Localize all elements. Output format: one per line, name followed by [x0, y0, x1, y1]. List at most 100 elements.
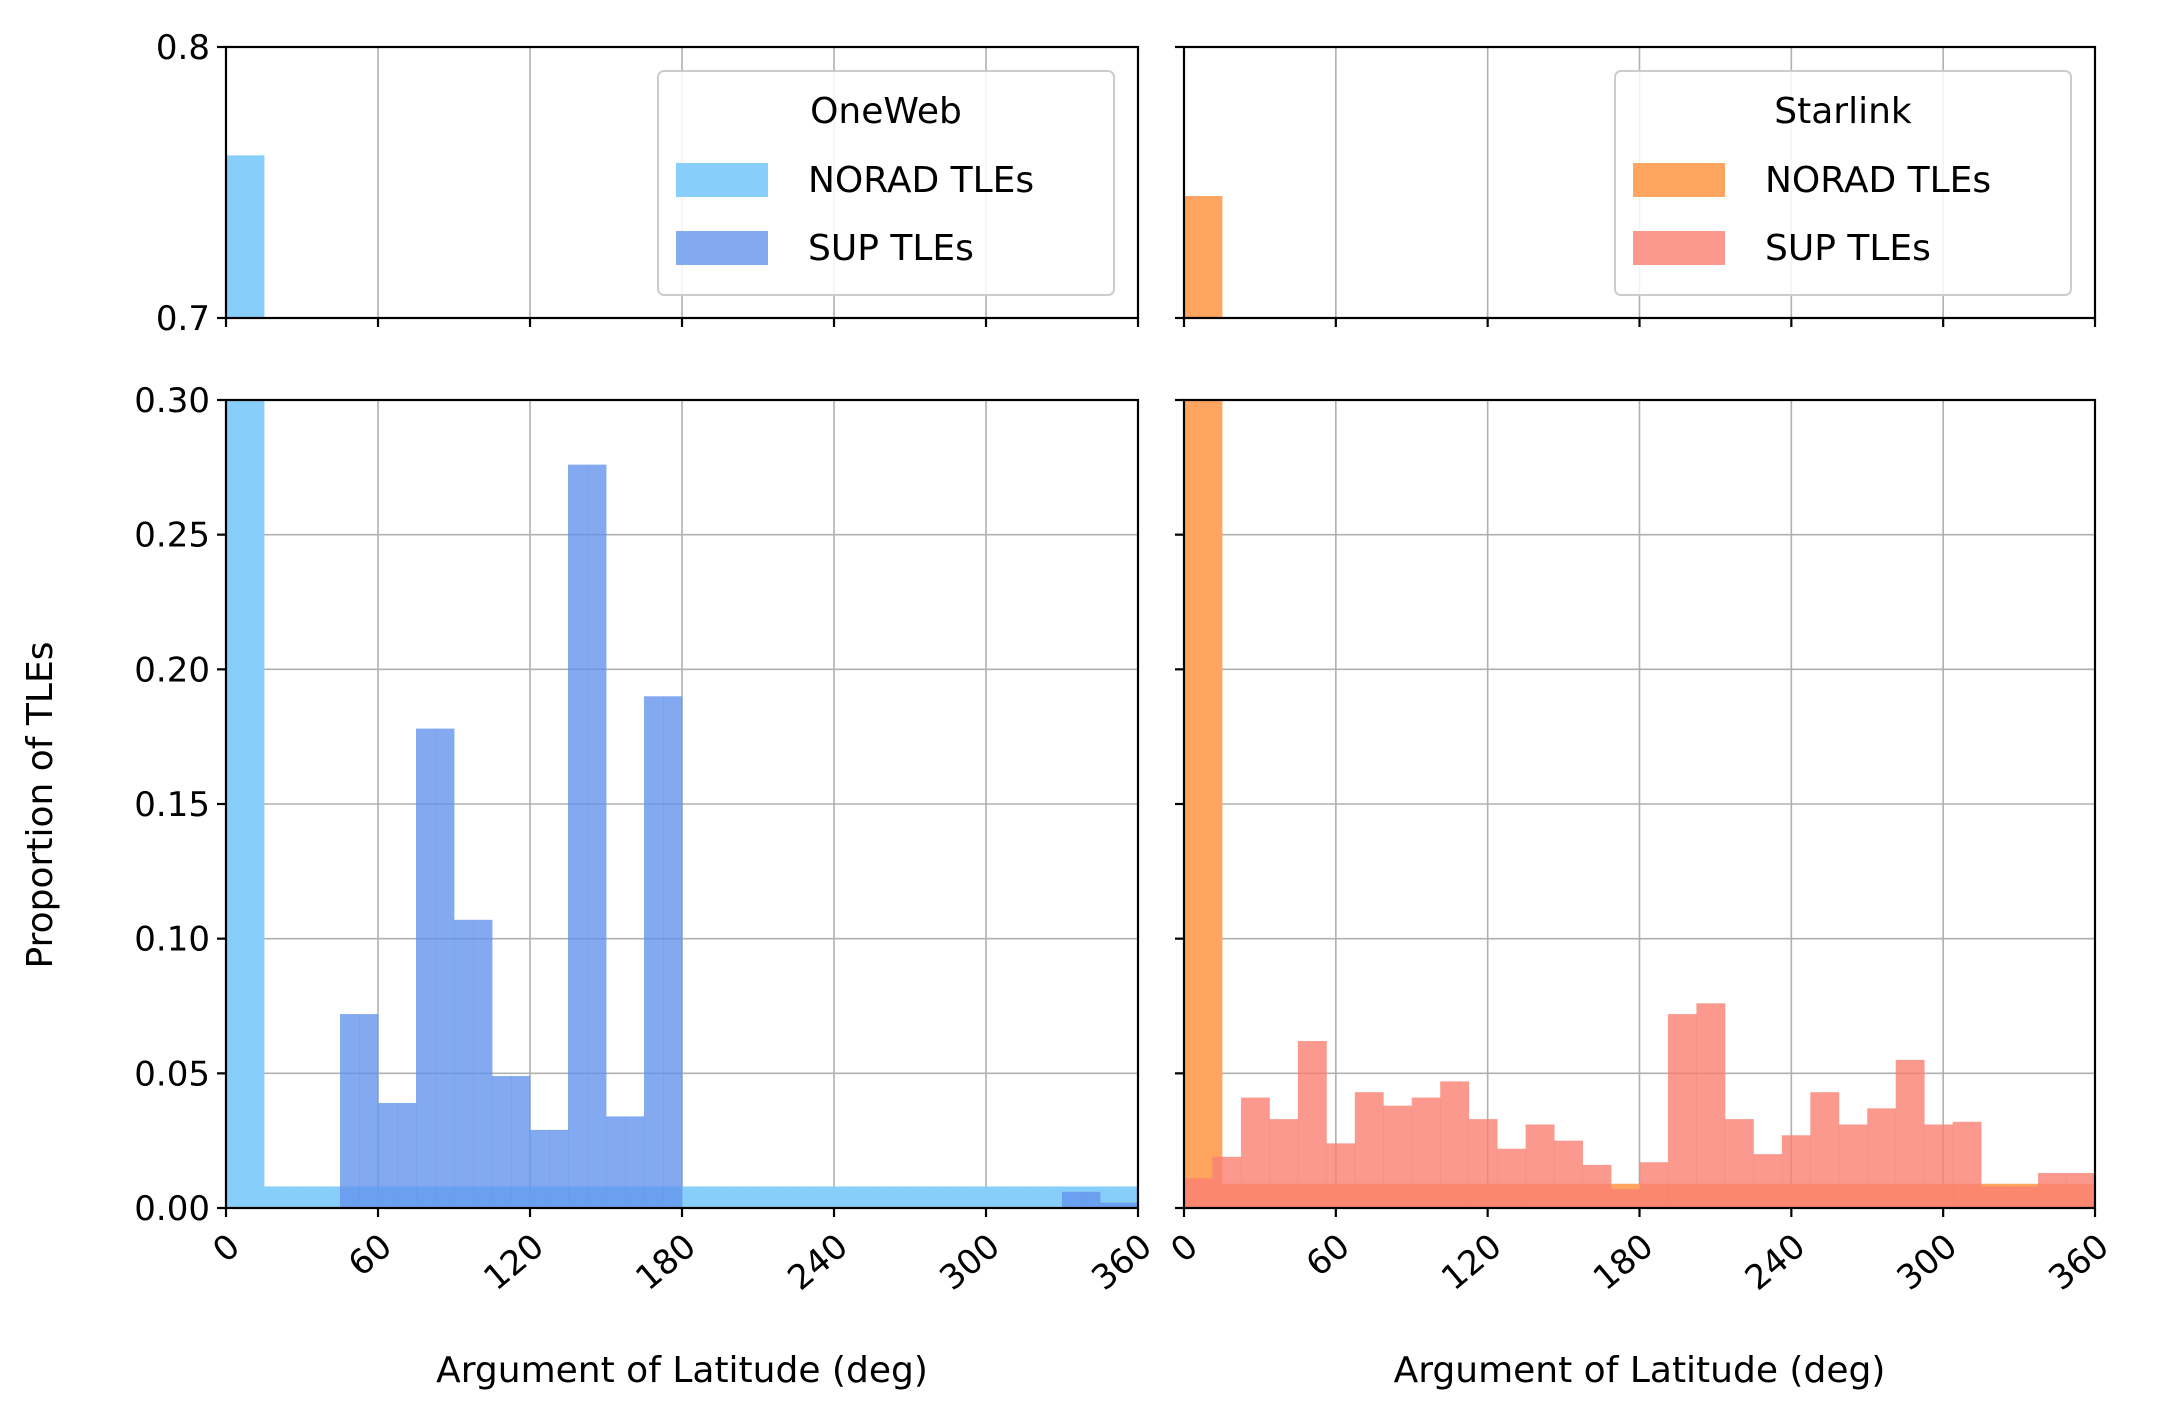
starlink-sup-tles-bar	[1696, 1003, 1726, 1208]
starlink-sup-tles-bar	[1924, 1124, 1954, 1208]
y-tick-label: 0.25	[134, 516, 210, 556]
oneweb-norad-tles-bar	[758, 1186, 778, 1208]
oneweb-sup-tles-bar	[340, 1014, 360, 1208]
oneweb-norad-tles-bar	[701, 1186, 721, 1208]
oneweb-sup-tles-bar	[378, 1102, 398, 1208]
oneweb-norad-tles-bar	[910, 1186, 930, 1208]
oneweb-norad-tles-bar	[948, 1186, 968, 1208]
oneweb-norad-tles-bar	[967, 1186, 987, 1208]
starlink-sup-tles-bar	[1326, 1143, 1356, 1208]
x-tick-label: 180	[628, 1226, 703, 1298]
oneweb-norad-tles-bar	[986, 1186, 1006, 1208]
starlink-sup-tles-bar	[1724, 1119, 1754, 1208]
starlink-sup-tles-bar	[1269, 1119, 1299, 1208]
starlink-norad-tles-bar	[1184, 400, 1204, 1208]
oneweb-norad-tles-bar	[853, 1186, 873, 1208]
oneweb-norad-tles-bar-upper	[226, 155, 246, 318]
x-tick-label: 120	[1434, 1226, 1509, 1298]
oneweb-sup-tles-bar	[587, 464, 607, 1208]
x-tick-label: 360	[1084, 1226, 1159, 1298]
starlink-sup-tles-bar	[1383, 1105, 1413, 1208]
y-tick-label: 0.7	[156, 299, 210, 339]
starlink-sup-tles-bar	[1240, 1097, 1270, 1208]
starlink-sup-tles-bar	[1354, 1092, 1384, 1208]
oneweb-norad-tles-bar	[264, 1186, 284, 1208]
y-tick-label: 0.15	[134, 785, 210, 825]
x-tick-label: 120	[476, 1226, 551, 1298]
oneweb-norad-tles-bar	[777, 1186, 797, 1208]
oneweb-sup-tles-bar	[663, 696, 683, 1208]
y-tick-label: 0.8	[156, 28, 210, 68]
oneweb-sup-tles-bar	[359, 1014, 379, 1208]
starlink-sup-tles-bar	[2009, 1186, 2039, 1208]
x-tick-label: 60	[341, 1226, 400, 1284]
oneweb-sup-tles-bar	[549, 1129, 569, 1208]
oneweb-sup-tles-bar	[606, 1116, 626, 1208]
oneweb-norad-tles-bar	[796, 1186, 816, 1208]
x-tick-label: 300	[1890, 1226, 1965, 1298]
legend-swatch	[1633, 163, 1725, 197]
y-axis-label: Proportion of TLEs	[20, 642, 61, 969]
starlink-sup-tles-bar	[2038, 1172, 2067, 1208]
starlink-sup-tles-bar	[1611, 1189, 1640, 1208]
x-axis-label: Argument of Latitude (deg)	[436, 1350, 928, 1391]
oneweb-panel: 0 60 120 180 240 300 360 0.00 0.05 0.10 0.15 0.20 0.…	[134, 28, 1159, 1391]
oneweb-norad-tles-bar	[283, 1186, 303, 1208]
legend-entry-label: SUP TLEs	[1765, 228, 1931, 269]
legend-entry-label: SUP TLEs	[808, 228, 974, 269]
oneweb-sup-tles-bar	[1100, 1202, 1120, 1208]
oneweb-sup-tles-bar	[625, 1116, 645, 1208]
starlink-sup-tles-bar	[1582, 1164, 1612, 1208]
legend-entry-label: NORAD TLEs	[808, 160, 1034, 201]
x-tick-label: 240	[780, 1226, 855, 1298]
oneweb-norad-tles-bar	[815, 1186, 835, 1208]
x-tick-label: 0	[1163, 1226, 1205, 1271]
oneweb-norad-tles-bar	[739, 1186, 759, 1208]
oneweb-norad-tles-bar	[245, 400, 265, 1208]
oneweb-norad-tles-bar	[872, 1186, 892, 1208]
legend-swatch	[1633, 231, 1725, 265]
y-tick-label: 0.10	[134, 920, 210, 960]
oneweb-norad-tles-bar-upper	[245, 155, 265, 318]
starlink-sup-tles-bar	[1297, 1041, 1327, 1208]
starlink-sup-tles-bar	[1440, 1081, 1470, 1208]
starlink-sup-tles-bar	[1981, 1186, 2010, 1208]
oneweb-sup-tles-bar	[416, 728, 436, 1208]
x-tick-label: 360	[2041, 1226, 2116, 1298]
starlink-sup-tles-bar	[1838, 1124, 1868, 1208]
oneweb-sup-tles-bar	[435, 728, 455, 1208]
x-tick-label: 300	[932, 1226, 1007, 1298]
oneweb-sup-tles-bar	[397, 1102, 417, 1208]
y-tick-label: 0.30	[134, 381, 210, 421]
oneweb-norad-tles-bar	[1043, 1186, 1063, 1208]
oneweb-norad-tles-bar	[226, 400, 246, 1208]
starlink-sup-tles-bar	[1497, 1148, 1527, 1208]
starlink-sup-tles-bar	[1639, 1162, 1669, 1208]
x-tick-label: 180	[1586, 1226, 1661, 1298]
starlink-sup-tles-bar	[1554, 1140, 1583, 1208]
legend-title: OneWeb	[810, 91, 962, 132]
legend-box	[1614, 70, 2072, 296]
oneweb-sup-tles-bar	[530, 1129, 550, 1208]
x-axis-label: Argument of Latitude (deg)	[1394, 1350, 1886, 1391]
starlink-sup-tles-bar	[1781, 1135, 1811, 1208]
starlink-norad-tles-bar-upper	[1202, 196, 1223, 318]
legend-swatch	[676, 231, 768, 265]
oneweb-sup-tles-bar	[1081, 1191, 1101, 1208]
starlink-sup-tles-bar	[1667, 1014, 1697, 1208]
oneweb-sup-tles-bar	[454, 919, 474, 1208]
oneweb-sup-tles-bar	[1119, 1202, 1139, 1208]
starlink-sup-tles-bar	[1895, 1059, 1925, 1208]
starlink-sup-tles-bar	[1753, 1154, 1783, 1208]
starlink-sup-tles-bar	[1411, 1097, 1441, 1208]
oneweb-sup-tles-bar	[644, 696, 664, 1208]
starlink-norad-tles-bar	[1202, 400, 1223, 1208]
oneweb-norad-tles-bar	[1024, 1186, 1044, 1208]
starlink-panel: 0 60 120 180 240 300 360 Argument of Latitude (…	[1163, 45, 2117, 1391]
oneweb-norad-tles-bar	[720, 1186, 740, 1208]
x-tick-label: 0	[205, 1226, 247, 1271]
oneweb-sup-tles-bar	[511, 1076, 531, 1208]
starlink-legend: Starlink NORAD TLEs SUP TLEs	[1614, 70, 2072, 296]
starlink-sup-tles-bar	[1867, 1108, 1897, 1208]
